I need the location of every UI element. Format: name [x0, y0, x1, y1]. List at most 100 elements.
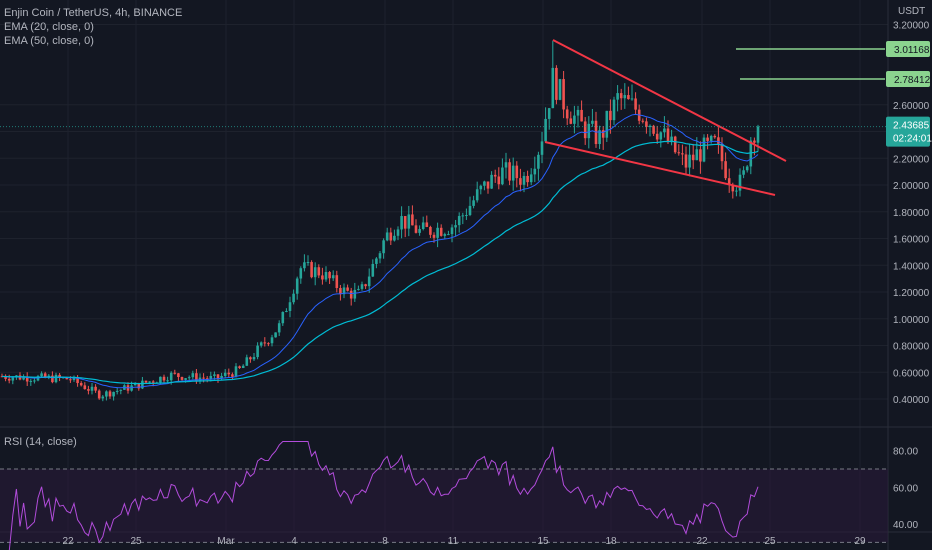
candle-body: [483, 181, 486, 186]
price-tick-label: 1.80000: [893, 208, 930, 219]
candle-body: [87, 389, 90, 391]
candle-body: [691, 154, 695, 161]
candle-body: [529, 174, 533, 183]
candle-body: [511, 165, 515, 181]
candle-body: [605, 110, 609, 138]
candle-body: [234, 366, 238, 377]
candle-body: [227, 372, 231, 375]
price-tick-label: 2.60000: [893, 101, 930, 112]
candle-body: [29, 380, 33, 382]
candle-body: [241, 365, 245, 368]
rsi-line: [8, 441, 759, 550]
candle-body: [119, 389, 123, 391]
candle-body: [317, 267, 321, 276]
candle-body: [295, 278, 299, 294]
candle-body: [202, 377, 205, 379]
candle-body: [162, 376, 166, 381]
candle-body: [306, 262, 310, 264]
candle-body: [177, 373, 180, 377]
target-price-tag: [886, 41, 930, 57]
time-tick-label: Mar: [217, 536, 235, 547]
candle-body: [501, 167, 504, 185]
candle-body: [148, 381, 151, 383]
candle-body: [11, 377, 15, 381]
candle-body: [547, 108, 551, 119]
candle-body: [731, 185, 735, 192]
candle-body: [727, 178, 731, 186]
candle-body: [97, 390, 101, 399]
candle-body: [425, 222, 429, 227]
candle-body: [573, 115, 576, 124]
candle-body: [187, 377, 191, 379]
candle-body: [609, 110, 612, 121]
candle-body: [670, 136, 673, 143]
candle-body: [141, 380, 144, 389]
candle-body: [418, 229, 421, 233]
symbol-title[interactable]: Enjin Coin / TetherUS, 4h, BINANCE: [4, 7, 183, 19]
rsi-legend[interactable]: RSI (14, close): [4, 436, 77, 448]
candle-body: [515, 165, 519, 179]
candle-body: [720, 143, 724, 162]
candle-body: [591, 120, 594, 124]
rsi-band-fill: [0, 469, 888, 543]
candle-body: [753, 140, 756, 143]
candle-body: [65, 377, 69, 380]
candle-body: [479, 185, 483, 190]
wedge-upper-trendline: [552, 39, 787, 162]
candle-body: [421, 222, 425, 230]
candle-body: [756, 126, 760, 143]
candle-body: [436, 227, 439, 238]
candle-body: [331, 275, 335, 279]
candle-body: [213, 374, 216, 376]
price-tick-label: 0.80000: [893, 342, 930, 353]
target-price-tag: [886, 71, 930, 87]
candle-body: [583, 121, 587, 139]
candle-body: [450, 227, 454, 235]
candle-body: [713, 135, 717, 138]
candle-body: [652, 125, 655, 134]
candle-body: [313, 267, 317, 278]
candle-body: [205, 378, 209, 380]
price-tick-label: 1.40000: [893, 261, 930, 272]
time-tick-label: 15: [537, 536, 549, 547]
candle-body: [349, 290, 353, 299]
candle-body: [389, 232, 393, 241]
candle-body: [105, 391, 108, 397]
time-tick-label: 11: [448, 536, 459, 547]
candle-body: [454, 225, 457, 228]
candle-body: [259, 342, 263, 346]
candle-body: [216, 374, 220, 379]
candle-body: [335, 275, 339, 289]
price-tick-label: 2.20000: [893, 154, 930, 165]
candle-body: [745, 166, 749, 171]
candle-body: [378, 253, 382, 259]
candle-body: [249, 357, 252, 360]
candle-body: [601, 130, 605, 138]
candle-body: [630, 98, 634, 100]
candle-body: [382, 240, 385, 254]
candle-body: [83, 385, 87, 390]
price-tick-label: 1.60000: [893, 235, 930, 246]
target-price-label: 3.01168: [894, 45, 930, 56]
ema20-legend[interactable]: EMA (20, close, 0): [4, 21, 94, 33]
candle-body: [133, 382, 137, 386]
time-tick-label: 25: [764, 536, 776, 547]
candle-body: [544, 118, 547, 142]
candle-body: [688, 154, 691, 168]
candle-body: [533, 168, 537, 175]
candle-body: [634, 98, 637, 110]
candle-body: [695, 149, 699, 161]
candle-body: [76, 376, 79, 384]
candle-body: [144, 380, 148, 383]
candle-body: [90, 386, 94, 391]
ema50-legend[interactable]: EMA (50, close, 0): [4, 35, 94, 47]
time-tick-label: 4: [291, 536, 297, 547]
candle-body: [367, 276, 371, 287]
candle-body: [414, 225, 418, 233]
candle-body: [54, 374, 58, 383]
last-price-label: 2.43685: [893, 121, 930, 132]
candle-body: [173, 372, 177, 374]
time-tick-label: 22: [696, 536, 708, 547]
